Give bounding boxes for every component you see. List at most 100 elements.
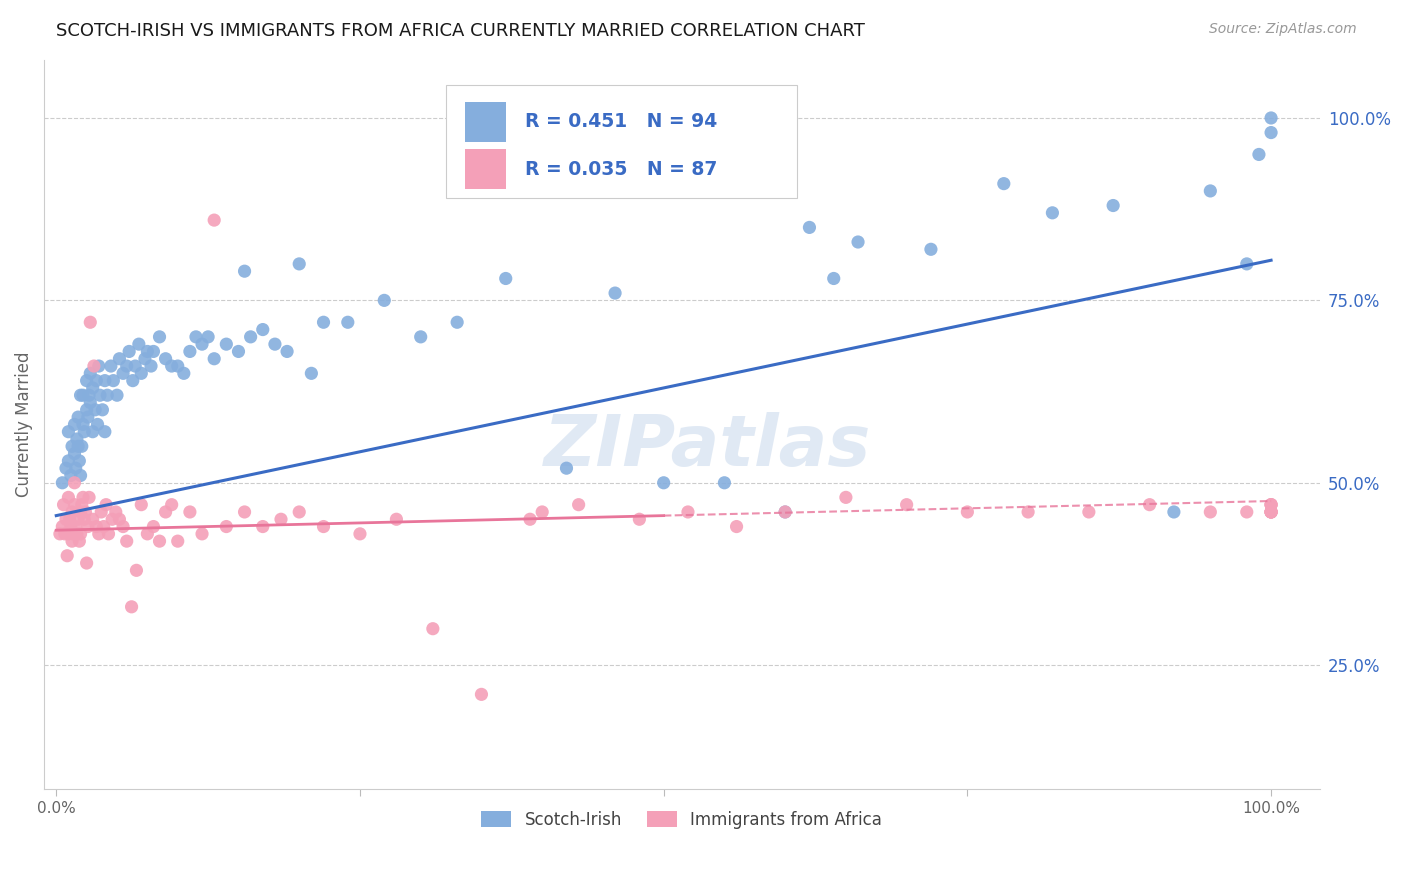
Point: [139, 359, 162, 373]
FancyBboxPatch shape: [465, 102, 506, 142]
Point: [96, 388, 118, 402]
Point: [1260, 505, 1282, 519]
Point: [76, 556, 98, 570]
Text: Source: ZipAtlas.com: Source: ZipAtlas.com: [1209, 22, 1357, 37]
Point: [60, 534, 83, 549]
Point: [385, 512, 408, 526]
Point: [1260, 498, 1282, 512]
Point: [148, 534, 170, 549]
Point: [58, 526, 80, 541]
Point: [60, 505, 83, 519]
Point: [555, 461, 578, 475]
Point: [233, 505, 256, 519]
Point: [65, 519, 87, 533]
Point: [713, 475, 735, 490]
Point: [142, 519, 165, 533]
Point: [82, 425, 104, 439]
Point: [103, 374, 125, 388]
Point: [228, 344, 250, 359]
Point: [312, 519, 335, 533]
Point: [125, 563, 148, 577]
Point: [470, 687, 492, 701]
Point: [129, 498, 152, 512]
Point: [79, 367, 101, 381]
Point: [349, 526, 371, 541]
Point: [1139, 498, 1161, 512]
Point: [55, 461, 77, 475]
Point: [129, 367, 152, 381]
Point: [446, 315, 468, 329]
Point: [896, 498, 918, 512]
Point: [112, 367, 135, 381]
Point: [84, 402, 107, 417]
Point: [312, 315, 335, 329]
Point: [191, 337, 214, 351]
Point: [82, 512, 104, 526]
Point: [67, 439, 90, 453]
Point: [69, 468, 91, 483]
Point: [920, 242, 942, 256]
Point: [121, 374, 143, 388]
FancyBboxPatch shape: [446, 85, 797, 198]
Point: [495, 271, 517, 285]
Point: [823, 271, 845, 285]
Point: [108, 351, 131, 366]
Point: [52, 498, 75, 512]
Point: [264, 337, 287, 351]
Point: [79, 315, 101, 329]
Point: [1247, 147, 1270, 161]
Point: [62, 526, 84, 541]
Point: [155, 351, 177, 366]
Point: [83, 359, 105, 373]
Point: [835, 491, 858, 505]
Point: [136, 526, 159, 541]
Point: [568, 498, 591, 512]
Point: [58, 491, 80, 505]
Point: [676, 505, 699, 519]
Point: [97, 526, 120, 541]
Point: [1077, 505, 1099, 519]
Point: [70, 498, 93, 512]
Point: [91, 402, 114, 417]
Point: [70, 439, 93, 453]
Point: [73, 425, 96, 439]
Point: [197, 330, 219, 344]
Point: [112, 519, 135, 533]
Point: [86, 519, 108, 533]
Point: [202, 213, 225, 227]
Point: [49, 526, 72, 541]
Point: [66, 526, 89, 541]
Point: [72, 417, 94, 432]
Point: [519, 512, 541, 526]
Point: [59, 468, 82, 483]
Point: [1236, 505, 1258, 519]
Point: [87, 526, 110, 541]
Point: [1042, 206, 1064, 220]
Point: [179, 505, 201, 519]
Point: [239, 330, 262, 344]
Y-axis label: Currently Married: Currently Married: [15, 351, 32, 497]
Point: [76, 402, 98, 417]
Point: [1017, 505, 1039, 519]
Point: [124, 359, 146, 373]
Point: [142, 344, 165, 359]
Point: [69, 388, 91, 402]
Point: [76, 519, 98, 533]
Point: [1260, 498, 1282, 512]
Point: [72, 388, 94, 402]
Point: [956, 505, 979, 519]
Point: [75, 505, 97, 519]
Point: [51, 519, 73, 533]
Point: [63, 417, 86, 432]
Point: [76, 410, 98, 425]
Point: [56, 549, 79, 563]
Point: [67, 454, 90, 468]
Point: [118, 344, 141, 359]
Point: [1199, 505, 1222, 519]
Point: [58, 454, 80, 468]
Point: [66, 432, 89, 446]
Point: [299, 367, 322, 381]
Point: [63, 447, 86, 461]
Point: [115, 534, 138, 549]
Point: [59, 512, 82, 526]
